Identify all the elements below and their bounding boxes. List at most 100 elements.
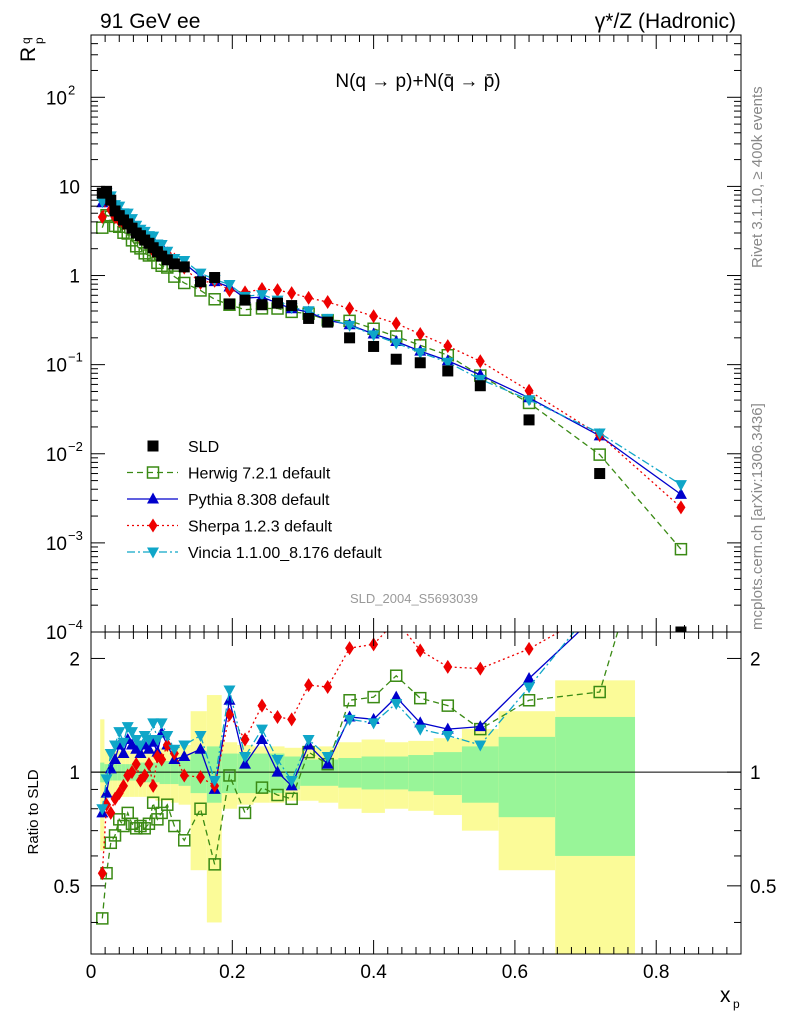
band-outer (206, 695, 222, 923)
vincia-ratio-point (390, 698, 403, 710)
x-tick-label: 0.8 (643, 962, 669, 983)
sld-data-point (223, 298, 235, 310)
main-panel-frame (90, 34, 742, 633)
vincia-ratio-point (117, 737, 130, 749)
svg-text:R: R (17, 47, 40, 62)
ratio-uncertainty-bands (100, 680, 636, 954)
herwig-ratio-point (238, 806, 252, 820)
vincia-ratio-point (271, 755, 284, 767)
vincia-point (593, 428, 606, 440)
vincia-ratio-point (321, 752, 334, 764)
vincia-ratio-point (302, 735, 315, 747)
sld-data-point (178, 261, 190, 273)
plot-title: N(q → p)+N(q̄ → p̄) (335, 71, 500, 92)
sld-data-point (101, 185, 113, 197)
sherpa-ratio-point (304, 678, 314, 693)
vincia-point (161, 246, 174, 258)
pythia-ratio-point (441, 722, 454, 734)
x-tick-label: 0.4 (360, 962, 387, 983)
band-inner (433, 752, 462, 795)
herwig-ratio-point (134, 819, 147, 833)
sherpa-ratio-point (392, 614, 401, 628)
sld-data-point (209, 272, 221, 284)
sld-data-point (594, 468, 606, 480)
ratio-y-tick-label-right: 1 (750, 763, 761, 784)
herwig-ratio-point (255, 781, 269, 794)
pythia-point (674, 487, 687, 499)
herwig-legend-marker (146, 466, 160, 479)
vincia-ratio-point (367, 718, 380, 730)
pythia-ratio-point (117, 747, 130, 759)
vincia-ratio-point (161, 731, 174, 743)
sherpa-ratio-point (287, 712, 297, 727)
sld-data-point (168, 258, 180, 270)
sherpa-ratio-point (106, 805, 116, 820)
svg-text:x: x (720, 984, 731, 1007)
vincia-ratio-point (208, 776, 221, 788)
pythia-ratio-point (100, 786, 113, 798)
pythia-ratio-point (594, 606, 606, 617)
y-axis-label-main: R q p (17, 37, 46, 62)
sherpa-point (369, 309, 379, 324)
sld-data-point (156, 250, 168, 262)
vincia-ratio-point (125, 727, 138, 739)
vincia-point (674, 480, 687, 492)
herwig-ratio-point (104, 836, 118, 850)
herwig-ratio-point (96, 912, 109, 925)
sld-data-point (303, 312, 315, 324)
y-tick-label: 10 (46, 88, 67, 109)
data-legend-label: SLD (188, 439, 219, 456)
vincia-point (523, 395, 536, 407)
vincia-ratio-point (142, 735, 155, 747)
herwig-ratio-point (146, 796, 160, 809)
analysis-id: SLD_2004_S5693039 (350, 591, 478, 606)
pythia-ratio-point (523, 671, 536, 683)
sherpa-ratio-point (524, 641, 534, 656)
vincia-ratio-point (523, 682, 536, 694)
vincia-ratio-point (100, 774, 113, 786)
sherpa-ratio-point (127, 765, 137, 780)
sherpa-ratio-point (97, 866, 107, 881)
sld-data-point (474, 380, 486, 392)
herwig-point (168, 270, 181, 283)
herwig-point (674, 542, 688, 556)
band-inner (384, 756, 409, 790)
herwig-ratio-point (522, 694, 536, 707)
vincia-ratio-point (194, 731, 207, 743)
x-tick-label: 0.2 (219, 962, 245, 983)
vincia-legend-marker (147, 547, 159, 559)
y-tick-label-exponent: −3 (68, 528, 83, 543)
vincia-legend-label: Vincia 1.1.00_8.176 default (188, 545, 382, 562)
data-legend-marker (147, 440, 159, 452)
vincia-point (223, 280, 236, 292)
herwig-ratio-point (151, 813, 164, 826)
sherpa-point (97, 210, 107, 225)
vincia-point (367, 330, 380, 342)
herwig-ratio-point (223, 769, 236, 782)
herwig-ratio-point (413, 691, 427, 705)
herwig-ratio-point (367, 690, 380, 704)
band-inner (253, 753, 270, 794)
svg-text:p: p (32, 37, 46, 44)
y-tick-label: 10 (59, 177, 80, 198)
vincia-point (194, 268, 207, 280)
ratio-y-tick-label: 1 (69, 763, 80, 784)
sherpa-ratio-line (101, 632, 561, 874)
pythia-ratio-point (134, 747, 147, 759)
y-tick-label-exponent: −1 (68, 350, 83, 365)
vincia-ratio-point (113, 727, 126, 739)
svg-text:q: q (19, 37, 33, 44)
herwig-ratio-point (675, 416, 686, 427)
vincia-ratio-point (147, 718, 160, 730)
sherpa-ratio-point (345, 641, 355, 656)
ratio-y-tick-label: 2 (69, 649, 80, 670)
band-inner (555, 716, 636, 856)
mcplots-label: mcplots.cern.ch [arXiv:1306.3436] (749, 403, 766, 630)
sld-data-point (105, 194, 117, 206)
vincia-ratio-point (239, 752, 252, 764)
herwig-ratio-point (389, 669, 403, 682)
sld-data-point (414, 357, 426, 369)
rivet-version-label: Rivet 3.1.10, ≥ 400k events (749, 86, 766, 268)
sherpa-ratio-point (273, 709, 283, 724)
vincia-ratio-point (255, 724, 268, 736)
